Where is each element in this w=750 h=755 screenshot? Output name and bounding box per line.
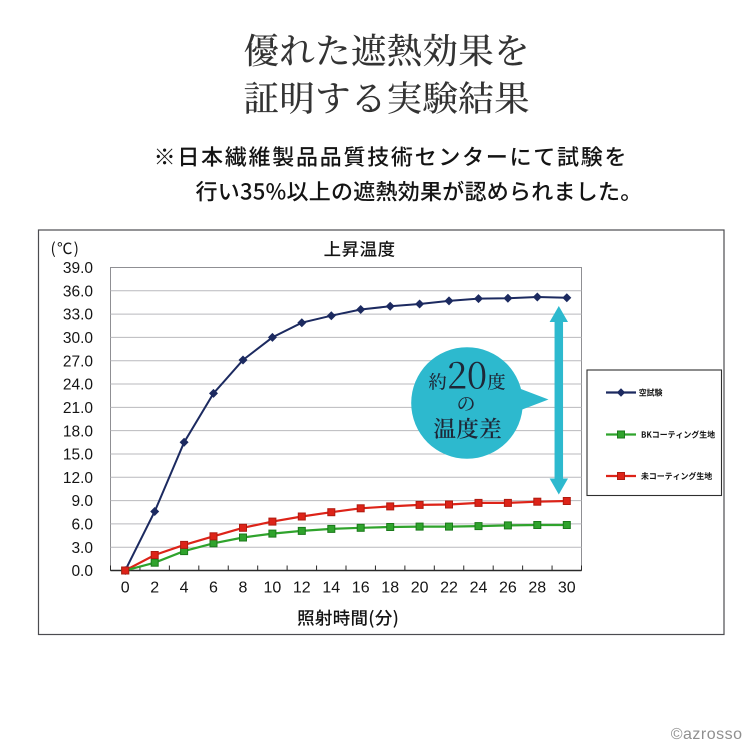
- svg-text:22: 22: [440, 580, 458, 597]
- svg-text:20: 20: [411, 580, 429, 597]
- svg-text:26: 26: [499, 580, 517, 597]
- svg-text:12.0: 12.0: [63, 470, 94, 487]
- svg-text:27.0: 27.0: [63, 353, 94, 370]
- svg-text:3.0: 3.0: [71, 540, 93, 557]
- svg-text:16: 16: [352, 580, 370, 597]
- svg-text:0: 0: [121, 580, 130, 597]
- svg-text:39.0: 39.0: [63, 260, 94, 277]
- svg-text:2: 2: [150, 580, 159, 597]
- svg-text:24: 24: [470, 580, 488, 597]
- svg-text:14: 14: [322, 580, 340, 597]
- svg-text:33.0: 33.0: [63, 307, 94, 324]
- svg-text:6.0: 6.0: [71, 516, 93, 533]
- svg-text:30: 30: [558, 580, 576, 597]
- svg-text:18.0: 18.0: [63, 423, 94, 440]
- svg-text:0.0: 0.0: [71, 563, 93, 580]
- svg-text:21.0: 21.0: [63, 400, 94, 417]
- svg-text:©azrosso: ©azrosso: [671, 726, 743, 743]
- svg-text:36.0: 36.0: [63, 283, 94, 300]
- svg-text:8: 8: [239, 580, 248, 597]
- svg-text:30.0: 30.0: [63, 330, 94, 347]
- svg-text:9.0: 9.0: [71, 493, 93, 510]
- svg-text:15.0: 15.0: [63, 447, 94, 464]
- svg-text:18: 18: [381, 580, 399, 597]
- svg-text:4: 4: [180, 580, 189, 597]
- svg-text:12: 12: [293, 580, 311, 597]
- svg-text:24.0: 24.0: [63, 377, 94, 394]
- svg-text:10: 10: [264, 580, 282, 597]
- svg-text:28: 28: [528, 580, 546, 597]
- svg-text:6: 6: [209, 580, 218, 597]
